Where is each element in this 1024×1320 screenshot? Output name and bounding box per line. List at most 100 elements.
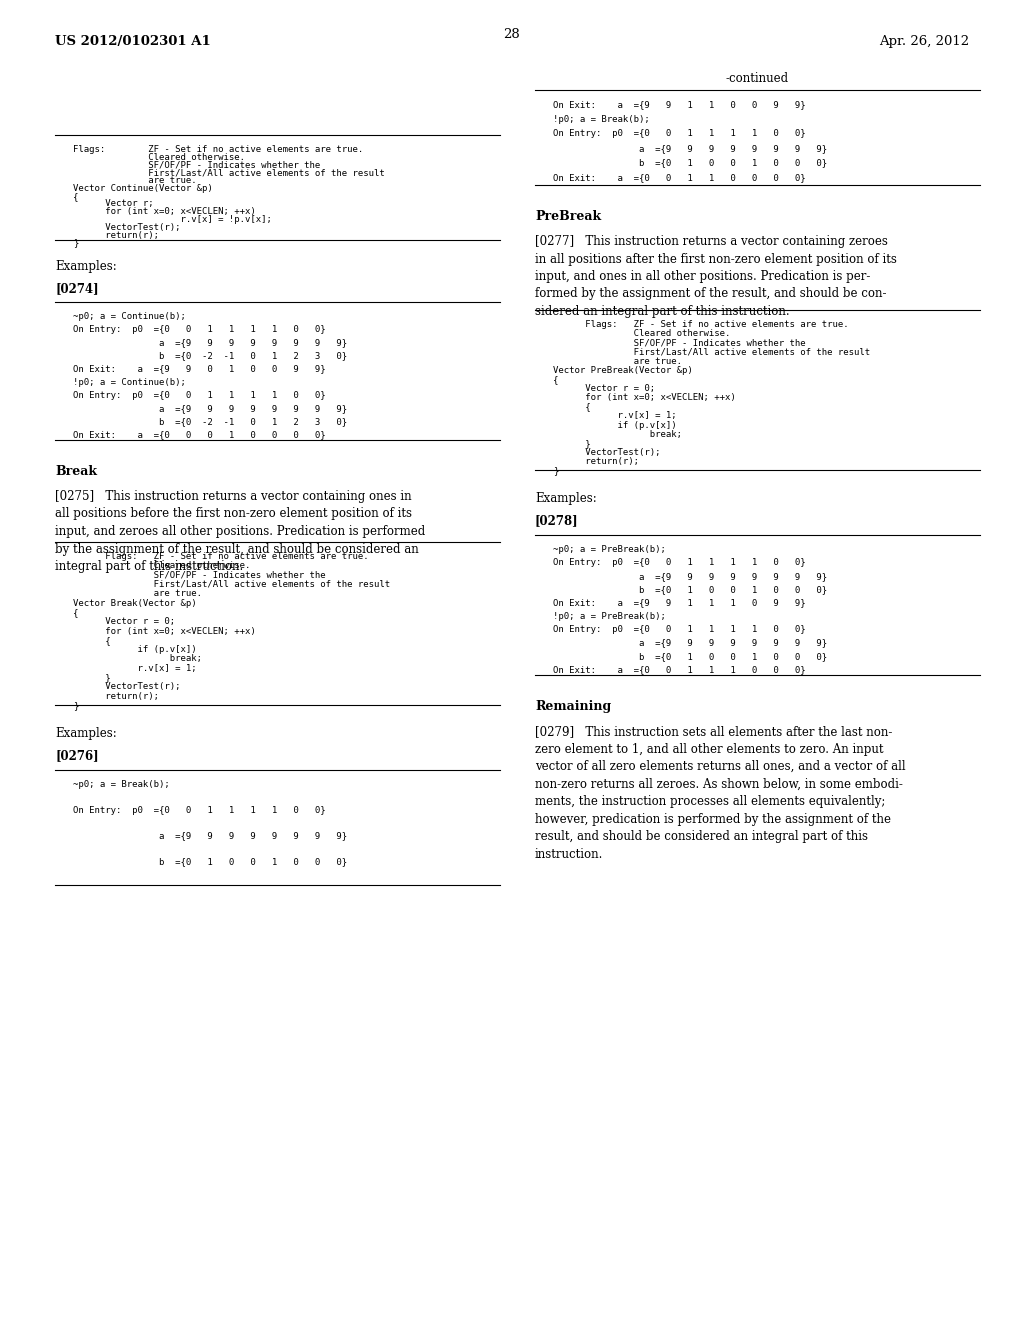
Text: input, and ones in all other positions. Predication is per-: input, and ones in all other positions. … xyxy=(535,271,870,282)
Text: Vector r;: Vector r; xyxy=(73,199,154,209)
Text: [0275]   This instruction returns a vector containing ones in: [0275] This instruction returns a vector… xyxy=(55,490,412,503)
Text: ~p0; a = Continue(b);: ~p0; a = Continue(b); xyxy=(73,312,186,321)
Text: On Exit:    a  ={9   9   0   1   0   0   9   9}: On Exit: a ={9 9 0 1 0 0 9 9} xyxy=(73,364,326,374)
Text: input, and zeroes all other positions. Predication is performed: input, and zeroes all other positions. P… xyxy=(55,525,425,539)
Text: for (int x=0; x<VECLEN; ++x): for (int x=0; x<VECLEN; ++x) xyxy=(73,627,256,635)
Text: a  ={9   9   9   9   9   9   9   9}: a ={9 9 9 9 9 9 9 9} xyxy=(553,639,827,647)
Text: break;: break; xyxy=(553,430,682,438)
Text: {: { xyxy=(553,403,591,412)
Text: 28: 28 xyxy=(504,28,520,41)
Text: First/Last/All active elements of the result: First/Last/All active elements of the re… xyxy=(553,347,870,356)
Text: Cleared otherwise.: Cleared otherwise. xyxy=(553,329,730,338)
Text: instruction.: instruction. xyxy=(535,847,603,861)
Text: Examples:: Examples: xyxy=(55,260,117,273)
Text: return(r);: return(r); xyxy=(73,692,159,701)
Text: are true.: are true. xyxy=(553,356,682,366)
Text: b  ={0   1   0   0   1   0   0   0}: b ={0 1 0 0 1 0 0 0} xyxy=(553,585,827,594)
Text: On Entry:  p0  ={0   0   1   1   1   1   0   0}: On Entry: p0 ={0 0 1 1 1 1 0 0} xyxy=(553,129,806,139)
Text: !p0; a = Break(b);: !p0; a = Break(b); xyxy=(553,115,650,124)
Text: First/Last/All active elements of the result: First/Last/All active elements of the re… xyxy=(73,579,390,589)
Text: b  ={0  -2  -1   0   1   2   3   0}: b ={0 -2 -1 0 1 2 3 0} xyxy=(73,351,347,360)
Text: r.v[x] = !p.v[x];: r.v[x] = !p.v[x]; xyxy=(73,215,272,224)
Text: break;: break; xyxy=(73,655,202,664)
Text: r.v[x] = 1;: r.v[x] = 1; xyxy=(553,412,677,421)
Text: {: { xyxy=(73,636,111,645)
Text: r.v[x] = 1;: r.v[x] = 1; xyxy=(73,664,197,673)
Text: }: } xyxy=(553,438,591,447)
Text: First/Last/All active elements of the result: First/Last/All active elements of the re… xyxy=(73,169,385,177)
Text: b  ={0  -2  -1   0   1   2   3   0}: b ={0 -2 -1 0 1 2 3 0} xyxy=(73,417,347,426)
Text: [0279]   This instruction sets all elements after the last non-: [0279] This instruction sets all element… xyxy=(535,725,892,738)
Text: a  ={9   9   9   9   9   9   9   9}: a ={9 9 9 9 9 9 9 9} xyxy=(553,572,827,581)
Text: in all positions after the first non-zero element position of its: in all positions after the first non-zer… xyxy=(535,252,897,265)
Text: On Exit:    a  ={0   0   1   1   0   0   0   0}: On Exit: a ={0 0 1 1 0 0 0 0} xyxy=(553,173,806,182)
Text: [0278]: [0278] xyxy=(535,513,579,527)
Text: }: } xyxy=(73,673,111,682)
Text: result, and should be considered an integral part of this: result, and should be considered an inte… xyxy=(535,830,868,843)
Text: Cleared otherwise.: Cleared otherwise. xyxy=(73,153,245,162)
Text: Flags:   ZF - Set if no active elements are true.: Flags: ZF - Set if no active elements ar… xyxy=(553,319,849,329)
Text: formed by the assignment of the result, and should be con-: formed by the assignment of the result, … xyxy=(535,288,887,301)
Text: !p0; a = PreBreak(b);: !p0; a = PreBreak(b); xyxy=(553,611,666,620)
Text: Examples:: Examples: xyxy=(535,492,597,506)
Text: integral part of this instruction.: integral part of this instruction. xyxy=(55,560,244,573)
Text: Flags:   ZF - Set if no active elements are true.: Flags: ZF - Set if no active elements ar… xyxy=(73,552,369,561)
Text: Vector PreBreak(Vector &p): Vector PreBreak(Vector &p) xyxy=(553,366,693,375)
Text: are true.: are true. xyxy=(73,589,202,598)
Text: Vector Continue(Vector &p): Vector Continue(Vector &p) xyxy=(73,183,213,193)
Text: On Exit:    a  ={9   9   1   1   1   0   9   9}: On Exit: a ={9 9 1 1 1 0 9 9} xyxy=(553,598,806,607)
Text: vector of all zero elements returns all ones, and a vector of all: vector of all zero elements returns all … xyxy=(535,760,905,774)
Text: all positions before the first non-zero element position of its: all positions before the first non-zero … xyxy=(55,507,412,520)
Text: Vector Break(Vector &p): Vector Break(Vector &p) xyxy=(73,598,197,607)
Text: !p0; a = Continue(b);: !p0; a = Continue(b); xyxy=(73,378,186,387)
Text: return(r);: return(r); xyxy=(553,457,639,466)
Text: for (int x=0; x<VECLEN; ++x): for (int x=0; x<VECLEN; ++x) xyxy=(553,393,736,403)
Text: non-zero returns all zeroes. As shown below, in some embodi-: non-zero returns all zeroes. As shown be… xyxy=(535,777,903,791)
Text: {: { xyxy=(553,375,558,384)
Text: b  ={0   1   0   0   1   0   0   0}: b ={0 1 0 0 1 0 0 0} xyxy=(553,158,827,168)
Text: [0274]: [0274] xyxy=(55,282,98,294)
Text: Flags:        ZF - Set if no active elements are true.: Flags: ZF - Set if no active elements ar… xyxy=(73,145,364,154)
Text: VectorTest(r);: VectorTest(r); xyxy=(73,682,180,692)
Text: On Entry:  p0  ={0   0   1   1   1   1   0   0}: On Entry: p0 ={0 0 1 1 1 1 0 0} xyxy=(73,805,326,814)
Text: SF/OF/PF - Indicates whether the: SF/OF/PF - Indicates whether the xyxy=(73,161,321,169)
Text: [0276]: [0276] xyxy=(55,748,98,762)
Text: Apr. 26, 2012: Apr. 26, 2012 xyxy=(879,36,969,48)
Text: if (p.v[x]): if (p.v[x]) xyxy=(73,645,197,655)
Text: Remaining: Remaining xyxy=(535,700,611,713)
Text: On Exit:    a  ={0   0   0   1   0   0   0   0}: On Exit: a ={0 0 0 1 0 0 0 0} xyxy=(73,430,326,440)
Text: On Entry:  p0  ={0   0   1   1   1   1   0   0}: On Entry: p0 ={0 0 1 1 1 1 0 0} xyxy=(553,624,806,634)
Text: a  ={9   9   9   9   9   9   9   9}: a ={9 9 9 9 9 9 9 9} xyxy=(553,144,827,153)
Text: {: { xyxy=(73,609,79,616)
Text: zero element to 1, and all other elements to zero. An input: zero element to 1, and all other element… xyxy=(535,742,884,755)
Text: }: } xyxy=(73,701,79,710)
Text: Vector r = 0;: Vector r = 0; xyxy=(553,384,655,393)
Text: ~p0; a = PreBreak(b);: ~p0; a = PreBreak(b); xyxy=(553,545,666,554)
Text: On Entry:  p0  ={0   0   1   1   1   1   0   0}: On Entry: p0 ={0 0 1 1 1 1 0 0} xyxy=(553,558,806,568)
Text: {: { xyxy=(73,191,79,201)
Text: however, predication is performed by the assignment of the: however, predication is performed by the… xyxy=(535,813,891,825)
Text: ments, the instruction processes all elements equivalently;: ments, the instruction processes all ele… xyxy=(535,795,886,808)
Text: On Exit:    a  ={0   0   1   1   1   0   0   0}: On Exit: a ={0 0 1 1 1 0 0 0} xyxy=(553,665,806,675)
Text: are true.: are true. xyxy=(73,176,197,185)
Text: US 2012/0102301 A1: US 2012/0102301 A1 xyxy=(55,36,211,48)
Text: a  ={9   9   9   9   9   9   9   9}: a ={9 9 9 9 9 9 9 9} xyxy=(73,404,347,413)
Text: by the assignment of the result, and should be considered an: by the assignment of the result, and sho… xyxy=(55,543,419,556)
Text: if (p.v[x]): if (p.v[x]) xyxy=(553,421,677,429)
Text: On Entry:  p0  ={0   0   1   1   1   1   0   0}: On Entry: p0 ={0 0 1 1 1 1 0 0} xyxy=(73,325,326,334)
Text: On Entry:  p0  ={0   0   1   1   1   1   0   0}: On Entry: p0 ={0 0 1 1 1 1 0 0} xyxy=(73,391,326,400)
Text: Examples:: Examples: xyxy=(55,727,117,741)
Text: Vector r = 0;: Vector r = 0; xyxy=(73,618,175,626)
Text: On Exit:    a  ={9   9   1   1   0   0   9   9}: On Exit: a ={9 9 1 1 0 0 9 9} xyxy=(553,100,806,110)
Text: a  ={9   9   9   9   9   9   9   9}: a ={9 9 9 9 9 9 9 9} xyxy=(73,832,347,840)
Text: -continued: -continued xyxy=(726,73,790,84)
Text: ~p0; a = Break(b);: ~p0; a = Break(b); xyxy=(73,780,170,789)
Text: VectorTest(r);: VectorTest(r); xyxy=(553,447,660,457)
Text: sidered an integral part of this instruction.: sidered an integral part of this instruc… xyxy=(535,305,790,318)
Text: }: } xyxy=(73,239,79,247)
Text: b  ={0   1   0   0   1   0   0   0}: b ={0 1 0 0 1 0 0 0} xyxy=(553,652,827,661)
Text: for (int x=0; x<VECLEN; ++x): for (int x=0; x<VECLEN; ++x) xyxy=(73,207,256,216)
Text: Cleared otherwise.: Cleared otherwise. xyxy=(73,561,251,570)
Text: b  ={0   1   0   0   1   0   0   0}: b ={0 1 0 0 1 0 0 0} xyxy=(73,857,347,866)
Text: SF/OF/PF - Indicates whether the: SF/OF/PF - Indicates whether the xyxy=(553,338,806,347)
